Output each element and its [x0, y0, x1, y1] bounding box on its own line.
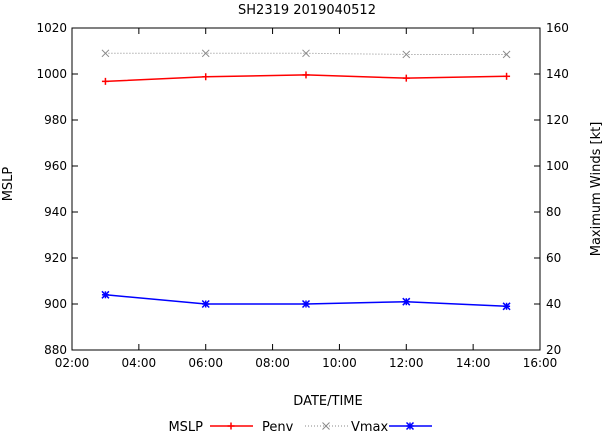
x-tick-label: 08:00	[255, 356, 290, 370]
data-point	[402, 74, 410, 82]
legend-item: Penv	[210, 420, 294, 432]
x-tick-label: 10:00	[322, 356, 357, 370]
x-tick-label: 16:00	[523, 356, 558, 370]
data-point	[502, 50, 511, 59]
y-right-tick-label: 140	[546, 67, 569, 81]
y-right-tick-label: 100	[546, 159, 569, 173]
y-right-tick-label: 40	[546, 297, 561, 311]
legend-label: Vmax	[351, 420, 389, 432]
chart-title: SH2319 2019040512	[238, 3, 376, 18]
marker-stroke	[101, 49, 110, 58]
series-layer	[101, 49, 511, 311]
y-left-tick-label: 940	[44, 205, 67, 219]
y-left-tick-label: 1020	[36, 21, 67, 35]
marker-stroke	[322, 422, 330, 430]
y-right-tick-label: 60	[546, 251, 561, 265]
legend-title: MSLP	[168, 420, 203, 432]
data-point	[101, 49, 110, 58]
series-vmax	[101, 49, 511, 59]
legend-item	[389, 421, 432, 431]
y-right-tick-label: 120	[546, 113, 569, 127]
data-point	[402, 50, 411, 59]
marker-stroke	[502, 302, 511, 311]
marker-stroke	[201, 49, 210, 58]
legend: MSLP Penv Vmax	[168, 420, 432, 432]
data-point	[202, 73, 210, 81]
data-point	[402, 297, 411, 306]
x-tick-label: 14:00	[456, 356, 491, 370]
series-unnamed-2	[101, 290, 511, 311]
data-point	[101, 290, 110, 299]
y-right-tick-label: 20	[546, 343, 561, 357]
x-tick-label: 04:00	[122, 356, 157, 370]
marker-stroke	[405, 421, 415, 431]
marker-stroke	[402, 297, 411, 306]
x-tick-label: 02:00	[55, 356, 90, 370]
marker-stroke	[302, 49, 310, 58]
y-right-tick-label: 160	[546, 21, 569, 35]
y-left-tick-label: 920	[44, 251, 67, 265]
x-tick-label: 12:00	[389, 356, 424, 370]
legend-swatch-marker	[405, 421, 415, 431]
axes	[71, 27, 541, 351]
legend-swatch-marker	[227, 422, 235, 430]
marker-stroke	[402, 50, 411, 59]
plot-frame	[71, 27, 541, 351]
y-left-tick-label: 1000	[36, 67, 67, 81]
legend-label: Penv	[262, 420, 294, 432]
y-left-tick-label: 980	[44, 113, 67, 127]
data-point	[502, 302, 511, 311]
legend-item: Vmax	[305, 420, 389, 432]
data-point	[302, 71, 310, 79]
y-axis-right-label: Maximum Winds [kt]	[589, 122, 604, 257]
data-point	[201, 49, 210, 58]
y-left-tick-label: 960	[44, 159, 67, 173]
data-point	[301, 299, 311, 309]
x-axis-ticks: 02:00 04:00 06:00 08:00 10:00 12:00 14:00 16:00	[55, 28, 558, 370]
legend-items: Penv Vmax	[210, 420, 432, 432]
series-line	[105, 52, 507, 55]
data-point	[101, 77, 109, 85]
y-axis-left-label: MSLP	[1, 167, 16, 202]
series-penv	[101, 71, 511, 85]
left-axis-ticks: 880 900 920 940 960 980 1000 1020	[36, 21, 78, 357]
legend-swatch-marker	[322, 422, 330, 430]
marker-stroke	[502, 50, 511, 59]
y-left-tick-label: 900	[44, 297, 67, 311]
data-point	[503, 72, 511, 80]
y-left-tick-label: 880	[44, 343, 67, 357]
marker-stroke	[301, 299, 311, 309]
marker-stroke	[201, 299, 210, 309]
x-axis-label: DATE/TIME	[293, 394, 362, 409]
x-tick-label: 06:00	[188, 356, 223, 370]
data-point	[201, 299, 210, 309]
right-axis-ticks: 20 40 60 80 100 120 140 160	[534, 21, 569, 357]
data-point	[302, 49, 310, 58]
marker-stroke	[101, 290, 110, 299]
y-right-tick-label: 80	[546, 205, 561, 219]
